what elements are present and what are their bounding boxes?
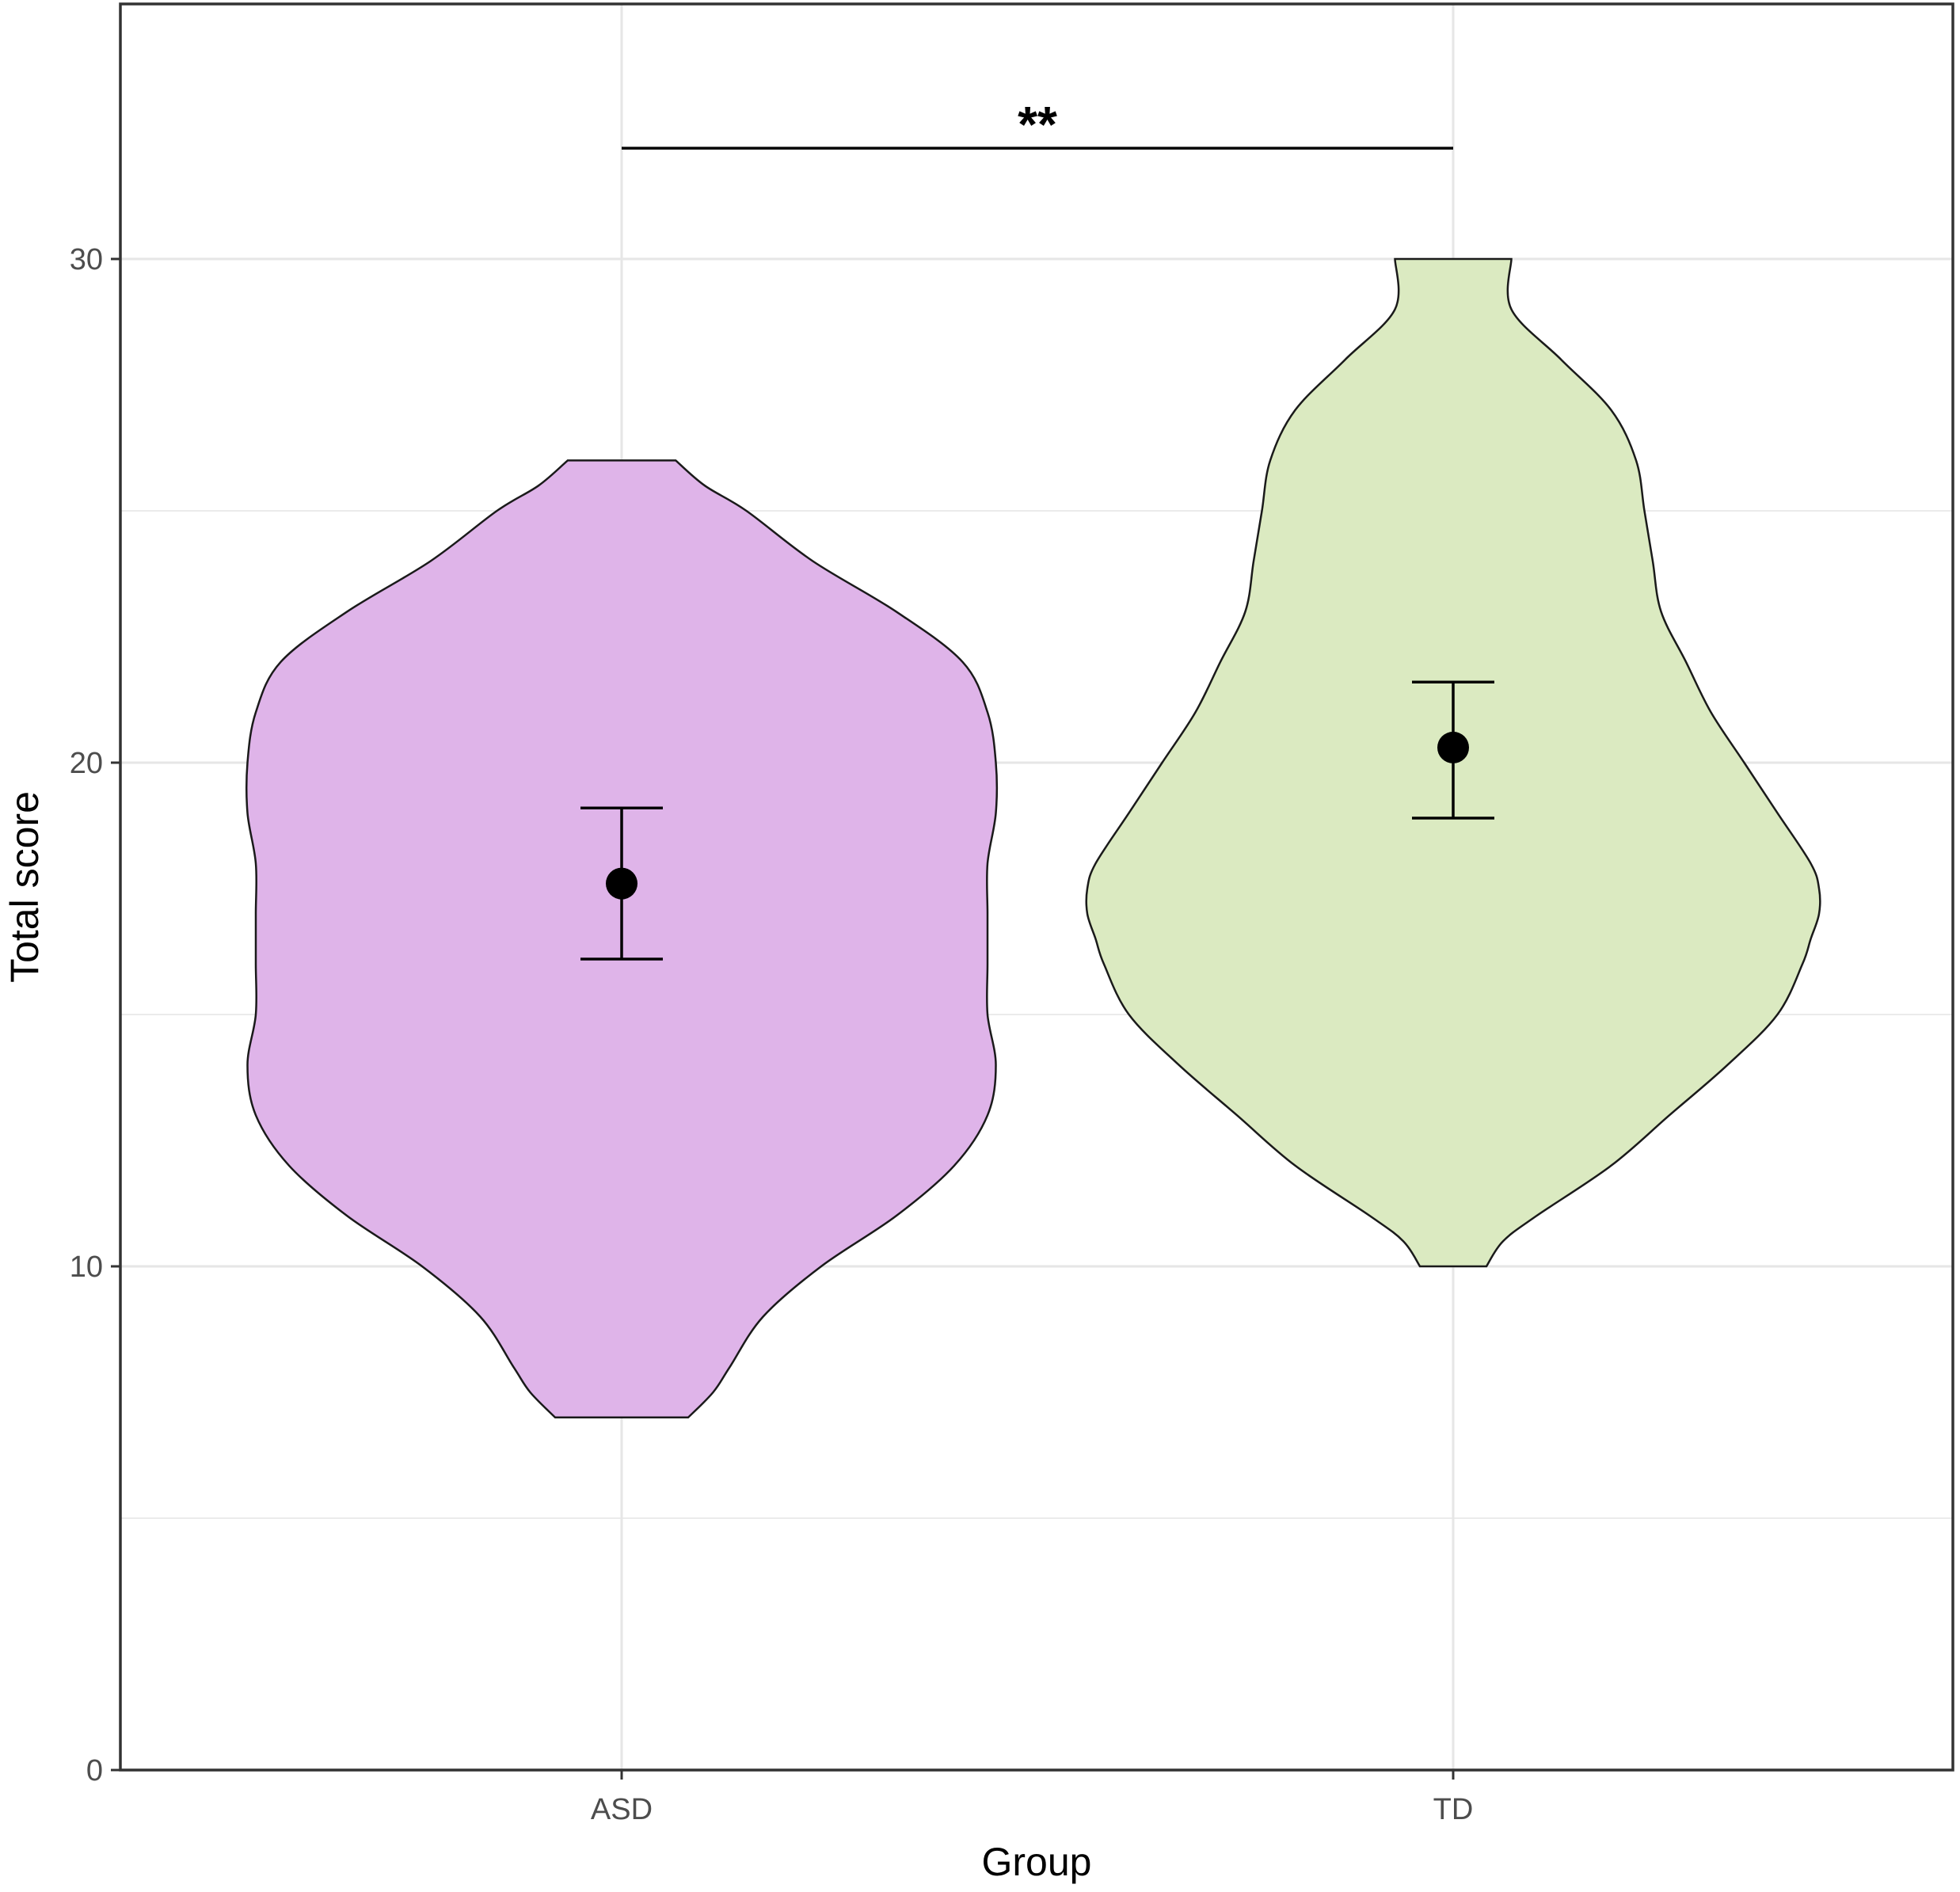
mean-point-td: [1437, 731, 1469, 763]
y-tick-label: 30: [70, 243, 103, 276]
x-tick-label-td: TD: [1433, 1793, 1474, 1826]
x-tick-label-asd: ASD: [591, 1793, 653, 1826]
y-tick-label: 0: [86, 1754, 103, 1787]
panel-border: [119, 2, 1954, 1772]
significance-annotation: **: [622, 96, 1453, 153]
x-axis: ASD TD: [591, 1770, 1473, 1826]
y-axis-title: Total score: [2, 791, 47, 983]
error-bars: [580, 680, 1494, 961]
y-tick-label: 20: [70, 747, 103, 780]
x-axis-title: Group: [982, 1840, 1092, 1884]
y-tick-label: 10: [70, 1251, 103, 1284]
mean-point-asd: [606, 867, 637, 900]
significance-label: **: [1018, 96, 1057, 153]
y-axis: 0 10 20 30: [70, 243, 120, 1787]
